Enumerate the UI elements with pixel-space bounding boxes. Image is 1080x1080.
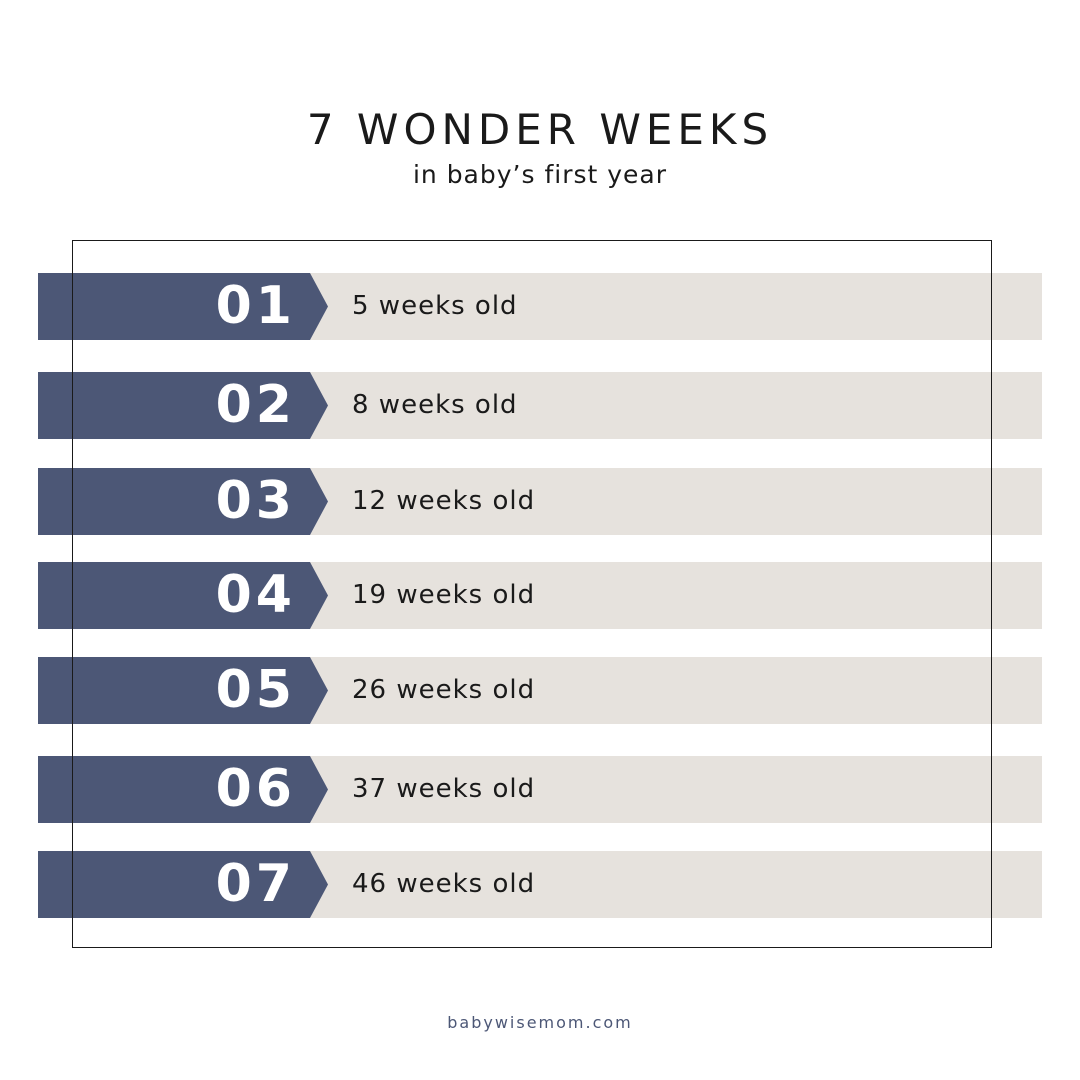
number-tab [38, 562, 328, 629]
week-number: 06 [215, 759, 296, 819]
week-number: 07 [215, 854, 296, 914]
number-tab [38, 468, 328, 535]
week-number: 01 [215, 276, 296, 336]
number-tab [38, 756, 328, 823]
week-row: 07 46 weeks old [38, 851, 1042, 918]
number-tab [38, 273, 328, 340]
week-row: 03 12 weeks old [38, 468, 1042, 535]
week-label: 46 weeks old [352, 869, 536, 899]
week-row: 06 37 weeks old [38, 756, 1042, 823]
footer-website: babywisemom.com [447, 1013, 633, 1032]
week-label: 37 weeks old [352, 774, 536, 804]
week-label: 12 weeks old [352, 486, 536, 516]
week-number: 03 [215, 471, 296, 531]
week-number: 05 [215, 660, 296, 720]
week-label: 8 weeks old [352, 390, 518, 420]
page-subtitle: in baby’s first year [412, 160, 668, 189]
week-row: 05 26 weeks old [38, 657, 1042, 724]
number-tab [38, 657, 328, 724]
week-number: 04 [215, 565, 296, 625]
week-label: 5 weeks old [352, 291, 518, 321]
week-number: 02 [215, 375, 296, 435]
week-label: 19 weeks old [352, 580, 536, 610]
week-row: 02 8 weeks old [38, 372, 1042, 439]
page-title: 7 WONDER WEEKS [306, 105, 774, 154]
week-row: 04 19 weeks old [38, 562, 1042, 629]
number-tab [38, 851, 328, 918]
number-tab [38, 372, 328, 439]
week-label: 26 weeks old [352, 675, 536, 705]
week-row: 01 5 weeks old [38, 273, 1042, 340]
